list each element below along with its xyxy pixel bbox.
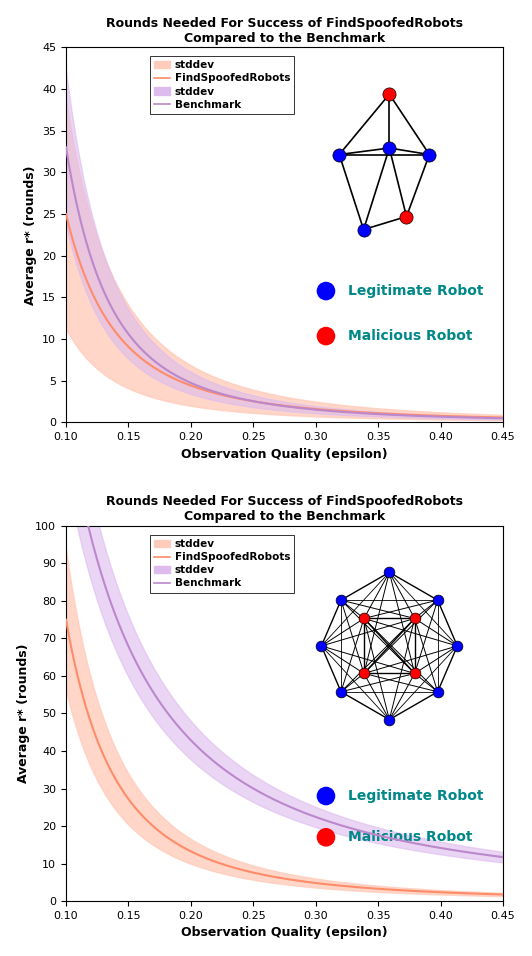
Legend: stddev, FindSpoofedRobots, stddev, Benchmark: stddev, FindSpoofedRobots, stddev, Bench… bbox=[150, 56, 295, 114]
Text: Malicious Robot: Malicious Robot bbox=[348, 830, 472, 844]
X-axis label: Observation Quality (epsilon): Observation Quality (epsilon) bbox=[181, 926, 388, 940]
Title: Rounds Needed For Success of FindSpoofedRobots
Compared to the Benchmark: Rounds Needed For Success of FindSpoofed… bbox=[106, 495, 463, 523]
Title: Rounds Needed For Success of FindSpoofedRobots
Compared to the Benchmark: Rounds Needed For Success of FindSpoofed… bbox=[106, 16, 463, 45]
Y-axis label: Average r* (rounds): Average r* (rounds) bbox=[16, 643, 30, 783]
X-axis label: Observation Quality (epsilon): Observation Quality (epsilon) bbox=[181, 447, 388, 461]
Text: Legitimate Robot: Legitimate Robot bbox=[348, 284, 483, 298]
Text: Malicious Robot: Malicious Robot bbox=[348, 329, 472, 343]
Y-axis label: Average r* (rounds): Average r* (rounds) bbox=[23, 165, 37, 305]
Text: Legitimate Robot: Legitimate Robot bbox=[348, 789, 483, 803]
Legend: stddev, FindSpoofedRobots, stddev, Benchmark: stddev, FindSpoofedRobots, stddev, Bench… bbox=[150, 534, 295, 593]
